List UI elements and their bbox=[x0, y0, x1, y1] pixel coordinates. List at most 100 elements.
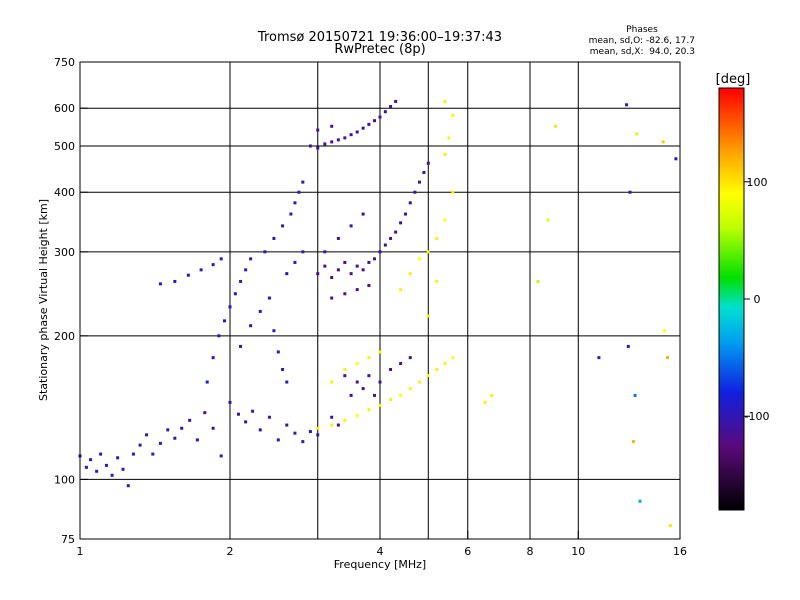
data-point bbox=[316, 272, 320, 276]
data-point bbox=[367, 122, 371, 126]
data-point bbox=[399, 361, 403, 365]
colorbar-ticks: 100 0 -100 bbox=[744, 176, 769, 423]
data-point bbox=[166, 428, 170, 432]
data-point bbox=[417, 380, 421, 384]
data-point bbox=[443, 152, 447, 156]
data-point bbox=[373, 393, 377, 397]
data-point bbox=[663, 329, 667, 333]
data-point bbox=[293, 260, 297, 264]
data-point bbox=[674, 157, 678, 161]
data-point bbox=[349, 272, 353, 276]
data-point bbox=[244, 268, 248, 272]
data-point bbox=[383, 110, 387, 114]
y-tick-label: 400 bbox=[54, 186, 75, 199]
data-point bbox=[378, 250, 382, 254]
data-point bbox=[180, 426, 184, 430]
data-point bbox=[355, 130, 359, 134]
phases-title: Phases bbox=[626, 25, 658, 35]
data-point bbox=[330, 380, 334, 384]
x-tick-label: 2 bbox=[227, 545, 234, 558]
chart-subtitle: RwPretec (8p) bbox=[334, 42, 425, 57]
data-point bbox=[173, 279, 177, 283]
y-tick-label: 100 bbox=[54, 473, 75, 486]
data-point bbox=[281, 224, 285, 228]
data-point bbox=[389, 236, 393, 240]
data-point bbox=[383, 243, 387, 247]
data-point bbox=[297, 190, 301, 194]
data-point bbox=[323, 250, 327, 254]
data-point bbox=[343, 367, 347, 371]
data-point bbox=[638, 499, 642, 503]
x-tick-label: 1 bbox=[77, 545, 84, 558]
data-point bbox=[276, 438, 280, 442]
data-point bbox=[267, 296, 271, 300]
data-point bbox=[389, 367, 393, 371]
y-tick-label: 200 bbox=[54, 330, 75, 343]
data-point bbox=[330, 124, 334, 128]
data-point bbox=[301, 440, 305, 444]
data-point bbox=[173, 436, 177, 440]
data-point bbox=[272, 236, 276, 240]
data-point bbox=[422, 170, 426, 174]
data-point bbox=[349, 224, 353, 228]
data-point bbox=[343, 292, 347, 296]
data-point bbox=[330, 296, 334, 300]
data-point bbox=[276, 350, 280, 354]
data-point bbox=[258, 428, 262, 432]
data-point bbox=[451, 356, 455, 360]
data-point bbox=[316, 433, 320, 437]
data-point bbox=[267, 415, 271, 419]
colorbar-label: [deg] bbox=[716, 72, 751, 87]
data-point bbox=[435, 367, 439, 371]
y-tick-label: 750 bbox=[54, 56, 75, 69]
data-point bbox=[367, 374, 371, 378]
data-point bbox=[244, 420, 248, 424]
data-point bbox=[145, 433, 149, 437]
data-point bbox=[336, 423, 340, 427]
y-tick-label: 500 bbox=[54, 140, 75, 153]
x-tick-label: 6 bbox=[464, 545, 471, 558]
y-tick-label: 300 bbox=[54, 246, 75, 259]
data-point bbox=[223, 319, 227, 323]
data-point bbox=[483, 400, 487, 404]
data-point bbox=[361, 212, 365, 216]
axis-ticks: 1 2 4 6 8 10 16 75 100 200 300 400 500 600 750 bbox=[54, 56, 687, 558]
data-point bbox=[323, 142, 327, 146]
data-point bbox=[211, 356, 215, 360]
data-point bbox=[343, 418, 347, 422]
data-point bbox=[403, 212, 407, 216]
data-point bbox=[258, 309, 262, 313]
data-point bbox=[336, 236, 340, 240]
chart-title: Tromsø 20150721 19:36:00–19:37:43 bbox=[257, 30, 502, 45]
x-tick-label: 8 bbox=[527, 545, 534, 558]
data-point bbox=[597, 356, 601, 360]
data-point bbox=[285, 380, 289, 384]
data-point bbox=[89, 458, 93, 462]
data-points bbox=[78, 99, 678, 528]
colorbar-tick-label: 100 bbox=[747, 176, 768, 189]
data-point bbox=[389, 105, 393, 109]
data-point bbox=[355, 380, 359, 384]
data-point bbox=[367, 260, 371, 264]
data-point bbox=[195, 438, 199, 442]
data-point bbox=[158, 282, 162, 286]
data-point bbox=[330, 415, 334, 419]
data-point bbox=[361, 268, 365, 272]
data-point bbox=[138, 443, 142, 447]
x-tick-label: 16 bbox=[673, 545, 687, 558]
y-tick-label: 75 bbox=[61, 533, 75, 546]
data-point bbox=[211, 263, 215, 267]
data-point bbox=[355, 361, 359, 365]
data-point bbox=[323, 264, 327, 268]
data-point bbox=[435, 236, 439, 240]
data-point bbox=[211, 426, 215, 430]
data-point bbox=[281, 367, 285, 371]
data-point bbox=[343, 136, 347, 140]
data-point bbox=[110, 473, 114, 477]
data-point bbox=[239, 279, 243, 283]
data-point bbox=[205, 380, 209, 384]
x-axis-label: Frequency [MHz] bbox=[334, 558, 426, 571]
data-point bbox=[95, 469, 99, 473]
data-point bbox=[289, 212, 293, 216]
data-point bbox=[199, 268, 203, 272]
